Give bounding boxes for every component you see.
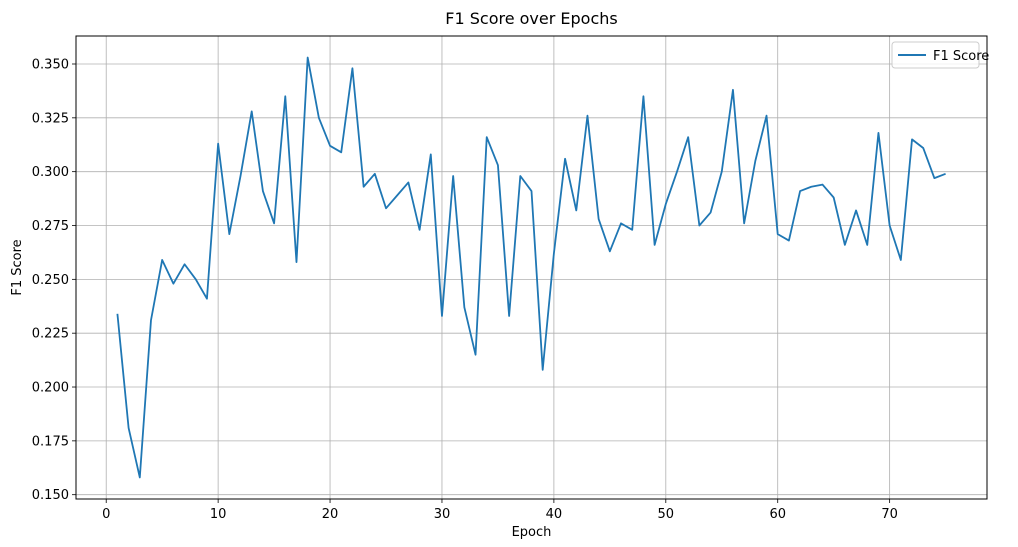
y-tick-label: 0.150 (32, 488, 69, 503)
grid-lines (76, 36, 987, 499)
y-axis: 0.150 0.175 0.200 0.225 0.250 0.275 0.300 0.325… (32, 57, 76, 503)
y-tick-label: 0.175 (32, 434, 69, 449)
legend-box (891, 41, 980, 69)
y-tick-label: 0.350 (32, 57, 69, 72)
y-tick-label: 0.325 (32, 111, 69, 126)
x-tick-label: 70 (881, 507, 898, 522)
chart-title: F1 Score over Epochs (445, 9, 617, 28)
y-tick-label: 0.300 (32, 165, 69, 180)
legend-label: F1 Score (933, 49, 989, 64)
y-tick-label: 0.200 (32, 381, 69, 396)
x-axis: 0 10 20 30 40 50 60 70 (102, 499, 898, 522)
legend: F1 Score (891, 41, 989, 69)
series-layer (116, 56, 946, 479)
x-tick-label: 60 (769, 507, 786, 522)
y-tick-label: 0.250 (32, 273, 69, 288)
y-tick-label: 0.225 (32, 327, 69, 342)
x-tick-label: 50 (658, 507, 675, 522)
y-axis-label: F1 Score (10, 239, 25, 295)
y-tick-label: 0.275 (32, 219, 69, 234)
x-tick-label: 30 (434, 507, 451, 522)
x-tick-label: 20 (322, 507, 339, 522)
x-tick-label: 10 (210, 507, 227, 522)
x-tick-label: 40 (546, 507, 563, 522)
series-line-f1-score (116, 56, 946, 479)
x-axis-label: Epoch (512, 525, 552, 540)
x-tick-label: 0 (102, 507, 110, 522)
plot-frame (75, 35, 988, 500)
